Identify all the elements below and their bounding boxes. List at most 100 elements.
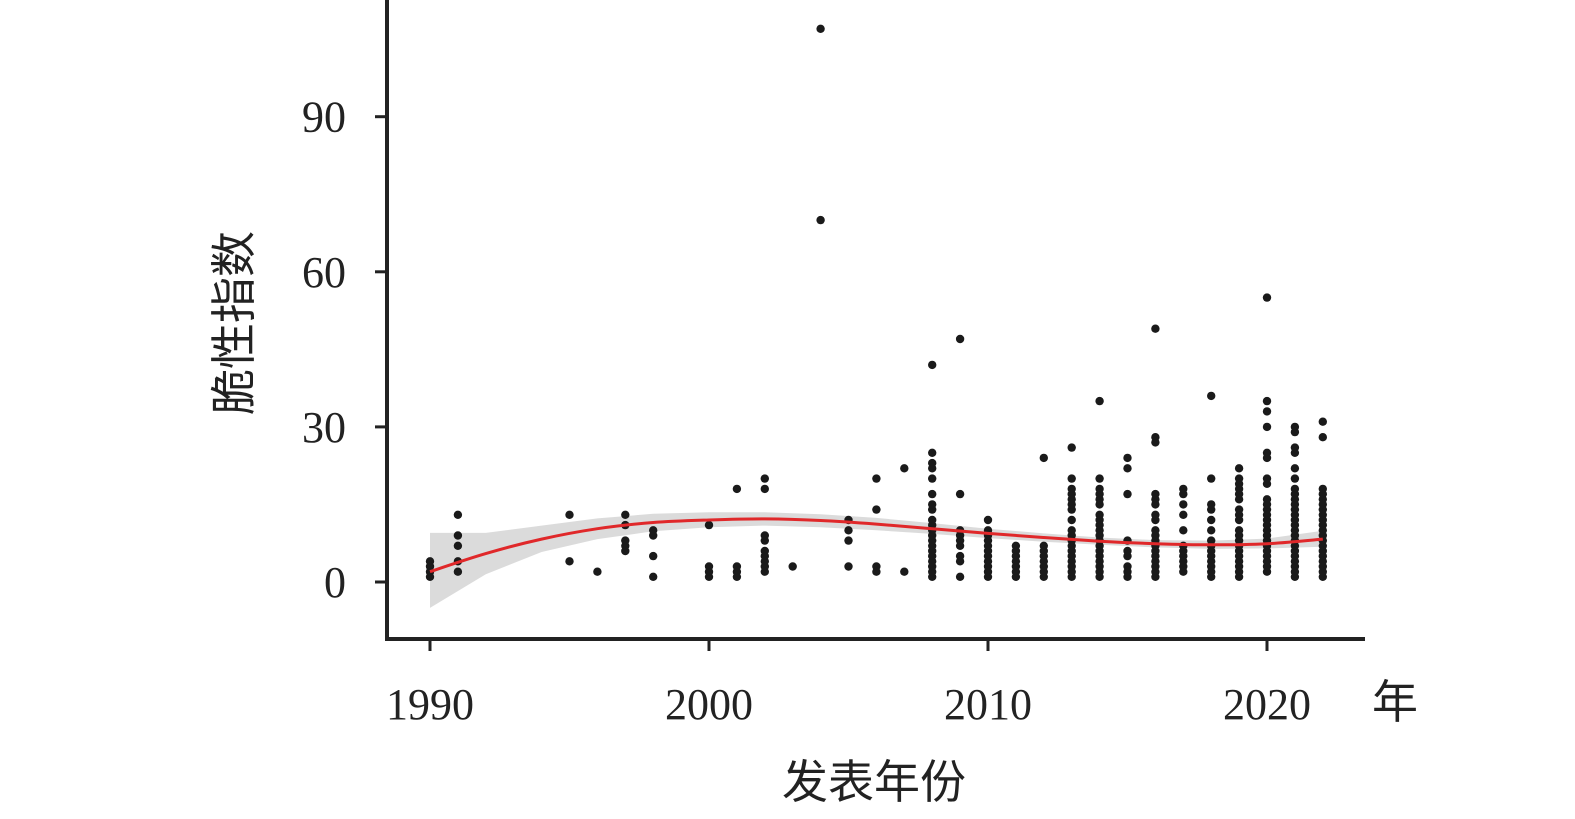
data-point bbox=[1095, 474, 1104, 483]
data-point bbox=[1095, 510, 1104, 519]
data-point bbox=[760, 531, 769, 540]
data-point bbox=[1318, 417, 1328, 426]
x-tick-label: 2020 bbox=[1223, 680, 1311, 729]
data-point bbox=[928, 458, 937, 468]
data-point bbox=[844, 536, 853, 545]
data-point bbox=[1290, 484, 1300, 494]
data-point bbox=[453, 541, 463, 550]
data-point bbox=[1290, 474, 1300, 483]
data-point bbox=[955, 572, 965, 581]
y-tick-label: 30 bbox=[302, 403, 346, 452]
data-point bbox=[621, 510, 630, 519]
data-point bbox=[1067, 474, 1076, 483]
x-axis-unit: 年 bbox=[1372, 675, 1418, 729]
data-point bbox=[1123, 489, 1132, 499]
data-point bbox=[1039, 453, 1049, 463]
data-point bbox=[732, 562, 742, 571]
data-point bbox=[1067, 484, 1076, 494]
data-point bbox=[844, 562, 853, 571]
data-point bbox=[1262, 422, 1272, 432]
data-point bbox=[1207, 536, 1216, 545]
data-point bbox=[1262, 448, 1272, 457]
data-point bbox=[1095, 484, 1104, 494]
data-point bbox=[1318, 433, 1328, 442]
data-point bbox=[1207, 515, 1216, 525]
data-point bbox=[955, 551, 965, 561]
data-point bbox=[928, 500, 937, 509]
data-point bbox=[1123, 562, 1132, 571]
data-point bbox=[1234, 505, 1244, 514]
x-tick-label: 2000 bbox=[665, 680, 753, 729]
x-tick-label: 2010 bbox=[944, 680, 1032, 729]
data-point bbox=[1095, 396, 1104, 406]
data-point bbox=[760, 546, 769, 556]
data-point bbox=[1179, 484, 1188, 494]
data-point bbox=[928, 474, 937, 483]
data-point bbox=[1262, 474, 1272, 483]
data-point bbox=[565, 510, 574, 519]
data-point bbox=[453, 567, 463, 576]
data-point bbox=[983, 515, 993, 525]
data-point bbox=[1179, 500, 1188, 509]
data-point bbox=[872, 505, 881, 514]
data-point bbox=[955, 489, 965, 499]
data-point bbox=[928, 515, 937, 525]
data-point bbox=[453, 531, 463, 540]
data-point bbox=[649, 572, 658, 581]
confidence-band-layer bbox=[430, 512, 1323, 608]
data-point bbox=[1234, 464, 1244, 473]
data-point bbox=[1067, 515, 1076, 525]
data-point bbox=[1067, 443, 1076, 452]
data-point bbox=[453, 510, 463, 519]
data-point bbox=[1318, 484, 1328, 494]
data-point bbox=[1207, 391, 1216, 401]
data-point bbox=[928, 489, 937, 499]
data-point bbox=[872, 474, 881, 483]
data-point bbox=[1207, 526, 1216, 535]
data-point bbox=[1151, 526, 1160, 535]
x-axis-label: 发表年份 bbox=[782, 755, 966, 809]
data-point bbox=[1011, 541, 1021, 550]
data-point bbox=[1290, 422, 1300, 432]
data-point bbox=[1290, 464, 1300, 473]
data-point bbox=[1207, 500, 1216, 509]
data-point bbox=[425, 557, 435, 566]
data-point bbox=[872, 562, 881, 571]
data-point bbox=[732, 484, 742, 494]
data-point bbox=[1179, 510, 1188, 519]
x-tick-label: 1990 bbox=[386, 680, 474, 729]
fit-line-layer bbox=[429, 517, 1323, 574]
data-point bbox=[704, 562, 714, 571]
data-point bbox=[1067, 526, 1076, 535]
data-point bbox=[565, 557, 574, 566]
data-point bbox=[1151, 510, 1160, 519]
data-point bbox=[760, 484, 769, 494]
y-tick-label: 0 bbox=[324, 558, 346, 607]
data-point bbox=[1262, 396, 1272, 406]
data-point bbox=[928, 448, 937, 457]
data-point bbox=[788, 562, 797, 571]
data-point bbox=[1123, 464, 1132, 473]
data-point bbox=[900, 464, 909, 473]
data-point bbox=[816, 24, 825, 33]
fit-line bbox=[429, 517, 1323, 574]
data-point bbox=[955, 334, 965, 344]
data-point bbox=[1123, 546, 1132, 556]
data-point bbox=[1039, 541, 1049, 550]
data-point bbox=[1207, 474, 1216, 483]
y-tick-label: 60 bbox=[302, 248, 346, 297]
y-tick-label: 90 bbox=[302, 93, 346, 142]
confidence-band bbox=[430, 512, 1323, 608]
data-point bbox=[900, 567, 909, 576]
tick-layer: 0 30 60 90 1990 2000 2010 2020 bbox=[302, 93, 1311, 729]
data-point bbox=[760, 474, 769, 483]
data-point bbox=[844, 526, 853, 535]
data-point bbox=[1234, 474, 1244, 483]
data-point bbox=[1262, 407, 1272, 416]
data-point bbox=[1151, 324, 1160, 333]
data-point bbox=[593, 567, 602, 576]
data-point bbox=[704, 520, 714, 530]
data-point bbox=[1262, 495, 1272, 504]
data-point bbox=[621, 536, 630, 545]
